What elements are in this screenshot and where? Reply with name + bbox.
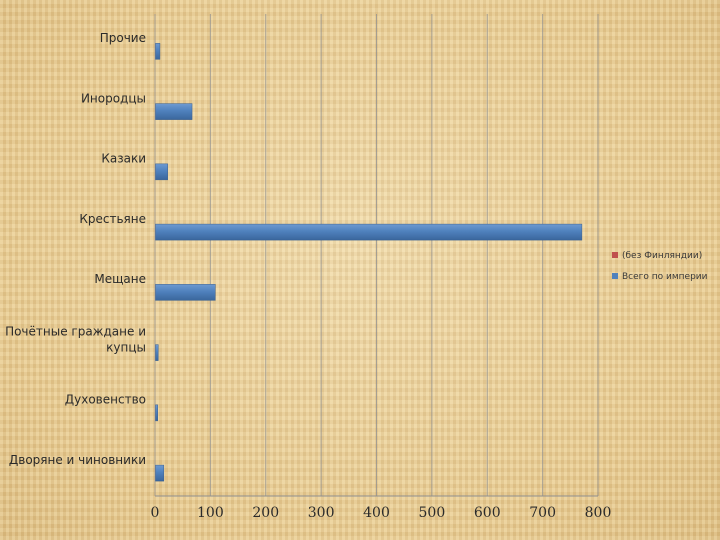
x-tick-label: 600 <box>474 505 501 521</box>
legend-swatch <box>612 252 618 258</box>
category-label: Почётные граждане и <box>5 324 146 338</box>
bar <box>155 404 158 422</box>
x-tick-label: 300 <box>308 505 335 521</box>
legend-label: Всего по империи <box>622 272 708 282</box>
bar <box>155 464 165 482</box>
category-label: Казаки <box>101 152 146 166</box>
category-label: Инородцы <box>81 91 146 105</box>
bar <box>155 344 159 361</box>
x-tick-label: 800 <box>585 505 612 521</box>
bar <box>155 163 168 181</box>
bars <box>155 43 583 482</box>
bar <box>155 284 216 301</box>
legend-swatch <box>612 273 618 279</box>
gridlines <box>154 14 599 497</box>
x-tick-label: 700 <box>529 505 556 521</box>
bar <box>155 43 161 60</box>
category-label: Дворяне и чиновники <box>9 453 146 467</box>
bar <box>155 103 193 120</box>
category-label: Крестьяне <box>79 212 146 226</box>
x-tick-label: 100 <box>197 505 224 521</box>
category-labels: Дворяне и чиновники Духовенство Почётные г… <box>5 31 146 467</box>
category-label: Мещане <box>94 272 146 286</box>
legend-label: (без Финляндии) <box>622 251 702 261</box>
category-label: Духовенство <box>65 393 146 407</box>
x-tick-label: 200 <box>252 505 279 521</box>
legend: (без Финляндии) Всего по империи <box>612 251 708 282</box>
bar <box>155 223 583 241</box>
tick-labels: 0 100 200 300 400 500 600 700 800 <box>151 505 612 521</box>
category-label: Прочие <box>100 31 146 45</box>
x-tick-label: 500 <box>419 505 446 521</box>
x-tick-label: 0 <box>151 505 160 521</box>
category-label: купцы <box>106 340 146 354</box>
x-tick-label: 400 <box>363 505 390 521</box>
